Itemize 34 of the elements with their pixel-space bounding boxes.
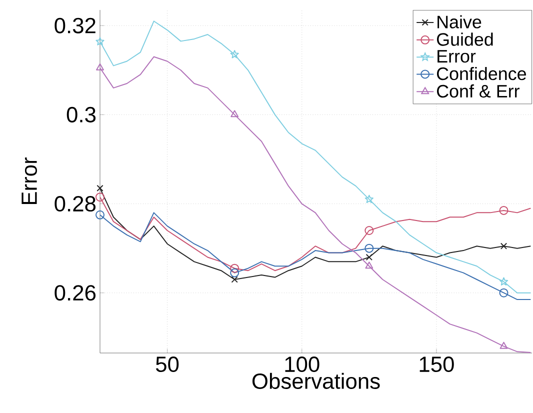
point <box>365 262 374 269</box>
x-tick-label: 100 <box>285 356 320 372</box>
y-tick-label: 0.26 <box>54 285 96 301</box>
point <box>499 206 508 215</box>
point <box>230 110 239 118</box>
point <box>500 342 508 349</box>
y-tick-label: 0.3 <box>66 106 96 122</box>
y-tick-label: 0.28 <box>54 196 96 212</box>
point <box>499 277 508 286</box>
y-tick-label: 0.32 <box>54 18 96 34</box>
point <box>500 242 508 250</box>
x-tick-label: 50 <box>156 356 179 372</box>
point <box>96 192 105 202</box>
legend-label: Confidence <box>437 66 526 80</box>
point <box>230 264 240 273</box>
x-axis-title: Observations <box>252 372 380 389</box>
x-tick-label: 150 <box>420 356 454 372</box>
point <box>231 276 238 283</box>
point <box>364 226 374 235</box>
legend-label: Error <box>438 50 476 63</box>
legend-label: Conf & Err <box>437 84 520 98</box>
point <box>364 244 374 253</box>
y-axis-title: Error <box>22 158 37 204</box>
legend-label: Naive <box>438 15 482 28</box>
point <box>96 184 104 192</box>
point <box>364 194 374 204</box>
legend-label: Guided <box>437 32 493 46</box>
point <box>96 37 104 46</box>
point <box>366 254 372 261</box>
point <box>499 288 508 298</box>
point <box>230 268 240 278</box>
point <box>230 50 239 58</box>
point <box>96 210 105 220</box>
point <box>96 63 104 70</box>
